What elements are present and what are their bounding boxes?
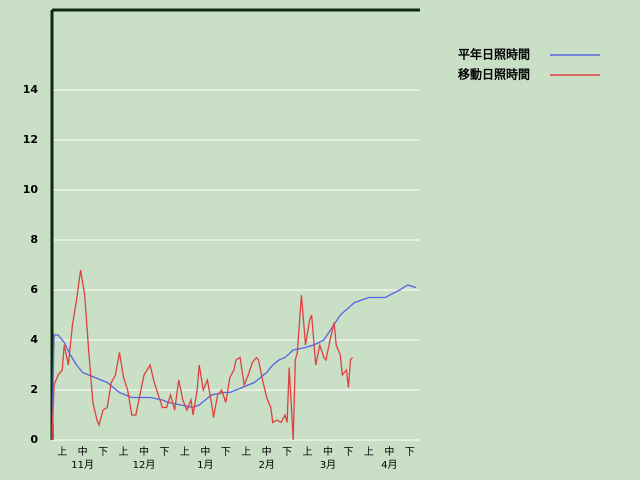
x-tick-label: 上 [57, 446, 67, 458]
y-tick-label: 10 [23, 183, 39, 196]
month-label: 11月 [71, 459, 94, 471]
x-tick-label: 中 [262, 445, 272, 458]
y-tick-label: 8 [30, 233, 38, 246]
month-label: 4月 [381, 459, 397, 471]
series-line [51, 269, 354, 441]
x-tick-label: 中 [323, 445, 333, 458]
x-tick-label: 中 [78, 445, 88, 458]
x-tick-label: 上 [303, 446, 313, 458]
x-tick-label: 上 [364, 446, 374, 458]
y-tick-label: 14 [23, 83, 39, 96]
month-label: 3月 [320, 459, 336, 471]
x-tick-label: 下 [221, 447, 231, 458]
series-line [51, 284, 417, 441]
x-tick-label: 上 [241, 446, 251, 458]
month-label: 2月 [258, 459, 274, 471]
legend-label: 移動日照時間 [458, 67, 530, 82]
y-tick-label: 4 [30, 333, 38, 346]
x-tick-label: 下 [159, 447, 169, 458]
legend-label: 平年日照時間 [458, 47, 530, 62]
y-tick-label: 0 [30, 433, 38, 446]
month-label: 12月 [133, 459, 156, 471]
y-tick-label: 6 [30, 283, 38, 296]
x-tick-label: 上 [119, 446, 129, 458]
y-tick-label: 2 [30, 383, 38, 396]
x-tick-label: 中 [200, 445, 210, 458]
x-tick-label: 下 [343, 447, 353, 458]
x-tick-label: 下 [405, 447, 415, 458]
x-tick-label: 中 [384, 445, 394, 458]
x-tick-label: 下 [282, 447, 292, 458]
x-tick-label: 上 [180, 446, 190, 458]
y-tick-label: 12 [23, 133, 38, 146]
x-tick-label: 下 [98, 447, 108, 458]
x-tick-label: 中 [139, 445, 149, 458]
month-label: 1月 [197, 459, 213, 471]
